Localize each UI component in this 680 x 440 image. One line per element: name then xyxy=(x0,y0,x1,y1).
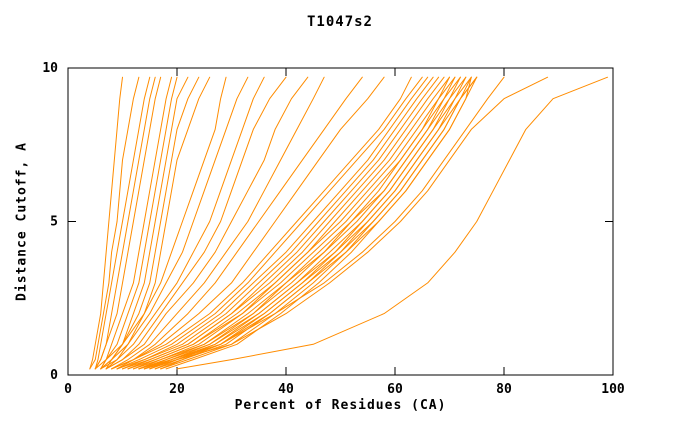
y-tick-label: 10 xyxy=(42,61,58,76)
series-line xyxy=(132,76,450,370)
y-tick-label: 5 xyxy=(50,215,58,230)
series-line xyxy=(94,76,151,370)
series-line xyxy=(111,76,412,370)
series-line xyxy=(100,76,178,370)
series-line xyxy=(154,76,472,370)
x-tick-label: 40 xyxy=(278,382,294,397)
series-line xyxy=(132,76,456,370)
series-line xyxy=(94,76,227,370)
series-line xyxy=(160,76,478,370)
series-line xyxy=(100,76,249,370)
series-line xyxy=(105,76,211,370)
series-line xyxy=(111,76,325,370)
series-line xyxy=(116,76,429,370)
series-line xyxy=(143,76,461,370)
series-line xyxy=(149,76,472,370)
series-line xyxy=(143,76,467,370)
x-tick-label: 80 xyxy=(496,382,512,397)
x-tick-label: 60 xyxy=(387,382,403,397)
series-line xyxy=(100,76,173,370)
series-line xyxy=(149,76,467,370)
series-line xyxy=(116,76,423,370)
series-line xyxy=(100,76,265,370)
series-line xyxy=(105,76,200,370)
series-line xyxy=(138,76,505,370)
chart-title: T1047s2 xyxy=(306,14,373,30)
series-line xyxy=(160,76,478,370)
y-axis-label: Distance Cutoff, A xyxy=(14,142,30,301)
series-line xyxy=(143,76,549,370)
series-line xyxy=(138,76,456,370)
x-tick-label: 0 xyxy=(64,382,72,397)
series-line xyxy=(122,76,434,370)
series-line xyxy=(127,76,445,370)
series-line xyxy=(105,76,287,370)
x-tick-label: 20 xyxy=(169,382,185,397)
series-line xyxy=(122,76,440,370)
series-line xyxy=(94,76,162,370)
series-line xyxy=(176,76,609,370)
series-line xyxy=(116,76,385,370)
series-line xyxy=(111,76,363,370)
series-line xyxy=(165,76,472,370)
x-tick-label: 100 xyxy=(601,382,625,397)
series-line xyxy=(138,76,461,370)
series-line xyxy=(105,76,309,370)
series-line xyxy=(89,76,140,370)
series-line xyxy=(89,76,123,370)
y-tick-label: 0 xyxy=(50,368,58,383)
x-axis-label: Percent of Residues (CA) xyxy=(234,398,447,413)
